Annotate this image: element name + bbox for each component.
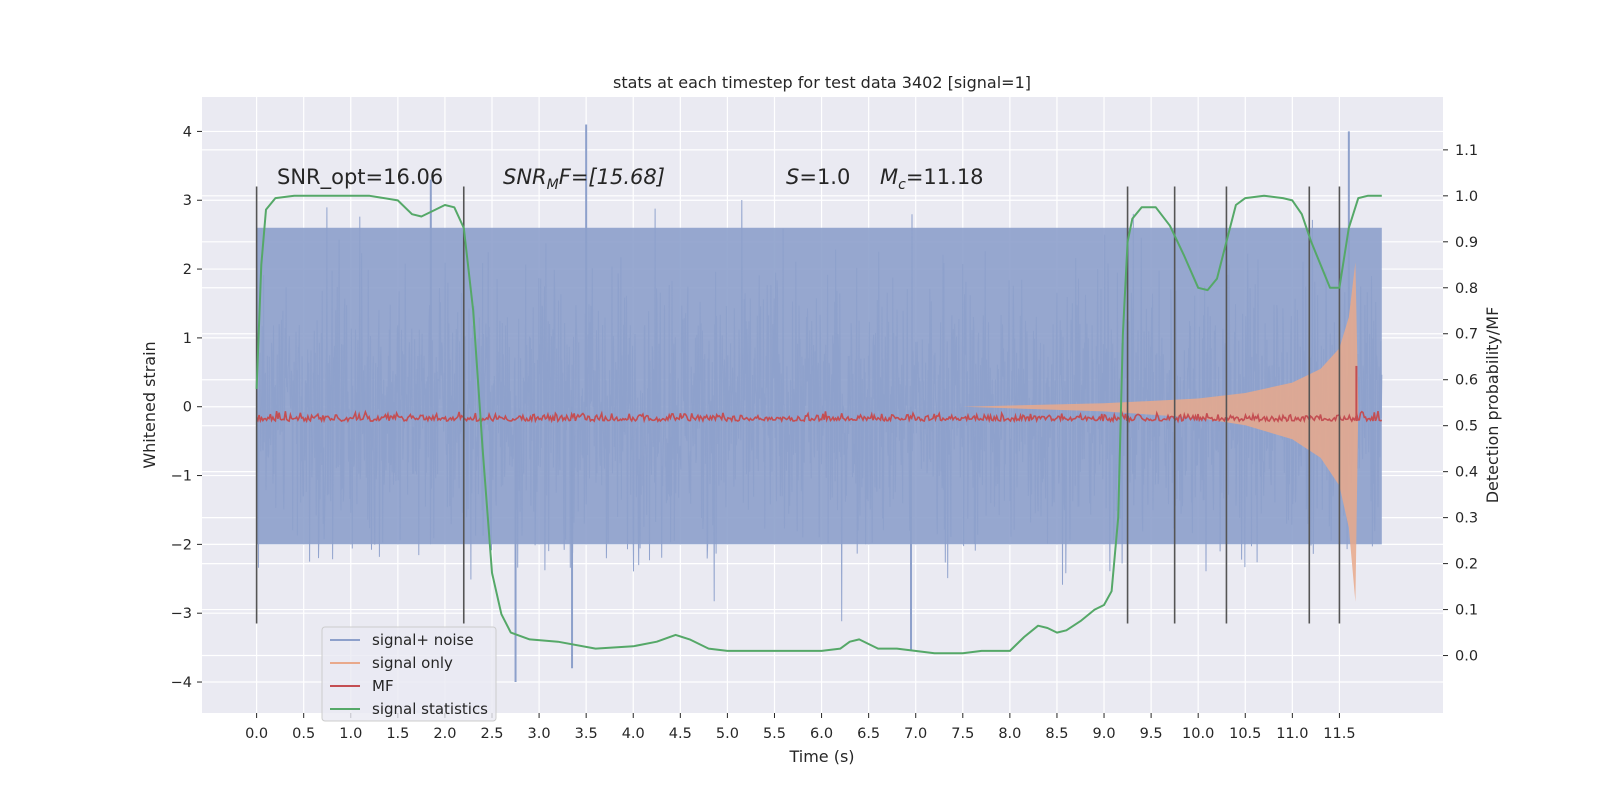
annotation-snr-mf: SNRMF=[15.68] [503,165,665,193]
x-tick-label: 8.0 [998,726,1021,742]
annotation-s: S=1.0 [786,165,850,189]
x-tick-label: 11.0 [1276,726,1308,742]
series-signal-only [962,262,1359,602]
annotation-mc: Mc=11.18 [880,165,984,193]
x-tick-label: 2.5 [480,726,503,742]
x-axis-label: Time (s) [788,747,854,766]
x-tick-label: 10.5 [1229,726,1261,742]
x-tick-label: 8.5 [1045,726,1068,742]
statistics-line [255,194,1382,655]
y2-tick-label: 1.1 [1455,143,1478,159]
mf-trace [255,409,1383,424]
annotation-s-value: =1.0 [799,165,850,189]
x-tick-label: 7.5 [951,726,974,742]
series-mf [255,365,1383,424]
annotation-s-symbol: S [786,165,799,189]
y-tick-label: −4 [171,675,192,691]
x-tick-label: 2.0 [433,726,456,742]
x-tick-label: 9.5 [1140,726,1163,742]
x-tick-label: 6.0 [810,726,833,742]
annotation-snr-mf-value: F=[15.68] [559,165,665,189]
y-tick-label: −3 [171,606,192,622]
x-tick-label: 5.5 [763,726,786,742]
annotation-mc-subscript: c [898,177,906,193]
vertical-markers [255,186,1341,624]
y2-tick-label: 1.0 [1455,189,1478,205]
annotation-mc-symbol: M [880,165,898,189]
y-tick-label: 3 [183,193,192,209]
legend-label-signal-only: signal only [372,654,453,672]
legend: signal+ noise signal only MF signal stat… [321,626,497,722]
x-axis-ticks: 0.0 0.5 1.0 1.5 2.0 2.5 3.0 3.5 4.0 4.5 5.0 5.5 6.0 6… [245,713,1356,742]
y-tick-label: 0 [183,400,192,416]
x-tick-label: 0.0 [245,726,268,742]
y2-axis-label: Detection probability/MF [1483,307,1502,504]
y-tick-label: −1 [171,469,192,485]
legend-box [321,626,497,722]
x-tick-label: 5.0 [716,726,739,742]
y2-tick-label: 0.5 [1455,419,1478,435]
y2-tick-label: 0.0 [1455,649,1478,665]
y2-tick-label: 0.8 [1455,281,1478,297]
x-tick-label: 3.5 [575,726,598,742]
x-tick-label: 10.0 [1182,726,1214,742]
chart-title: stats at each timestep for test data 340… [613,73,1031,92]
x-tick-label: 3.0 [528,726,551,742]
legend-label-signal-statistics: signal statistics [372,700,488,718]
y-tick-label: −2 [171,537,192,553]
y-axis-ticks: −4 −3 −2 −1 0 1 2 3 4 [171,124,202,691]
series-signal-statistics [255,194,1382,655]
x-tick-label: 7.0 [904,726,927,742]
y-tick-label: 2 [183,262,192,278]
x-tick-label: 9.0 [1093,726,1116,742]
legend-label-mf: MF [372,677,394,695]
y2-tick-label: 0.7 [1455,327,1478,343]
annotation-snr-mf-symbol: SNR [503,165,547,189]
x-tick-label: 1.0 [339,726,362,742]
y-tick-label: 1 [183,331,192,347]
x-tick-label: 4.0 [622,726,645,742]
x-tick-label: 1.5 [386,726,409,742]
annotation-mc-value: =11.18 [906,165,984,189]
y-axis-label: Whitened strain [140,341,159,468]
y2-tick-label: 0.3 [1455,511,1478,527]
annotation-snr-opt: SNR_opt=16.06 [277,165,443,190]
legend-label-signal-plus-noise: signal+ noise [372,631,474,649]
y-tick-label: 4 [183,124,192,140]
x-tick-label: 11.5 [1323,726,1355,742]
y2-tick-label: 0.2 [1455,557,1478,573]
y2-tick-label: 0.4 [1455,465,1478,481]
x-tick-label: 0.5 [292,726,315,742]
signal-envelope [962,262,1359,602]
y2-tick-label: 0.6 [1455,373,1478,389]
y2-tick-label: 0.9 [1455,235,1478,251]
y2-tick-label: 0.1 [1455,603,1478,619]
noise-trace [256,199,1383,622]
y2-axis-ticks: 0.0 0.1 0.2 0.3 0.4 0.5 0.6 0.7 0.8 0.9 1.0 1.1 [1443,143,1478,665]
annotation-snr-mf-subscript: M [547,177,559,193]
x-tick-label: 4.5 [669,726,692,742]
x-tick-label: 6.5 [857,726,880,742]
